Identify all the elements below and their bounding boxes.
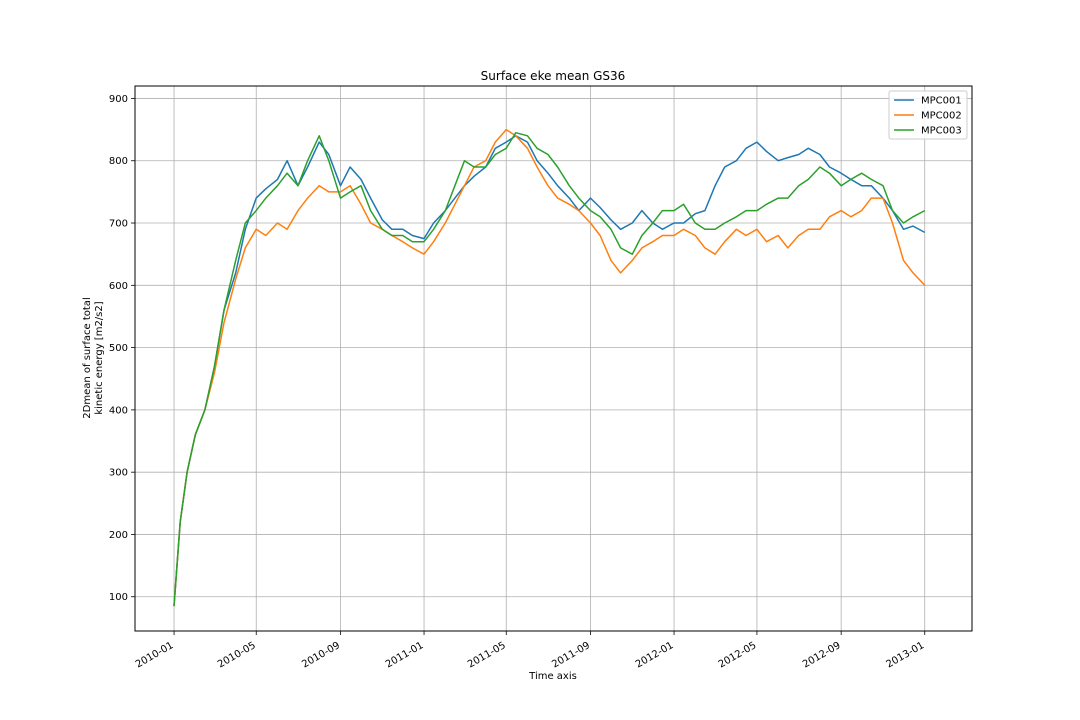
y-tick-label: 300 (109, 468, 128, 479)
x-tick-label: 2013-01 (885, 640, 927, 670)
plot-frame (134, 85, 973, 632)
legend-box (888, 90, 968, 140)
legend-label: MPC001 (921, 96, 962, 107)
x-axis-title: Time axis (528, 671, 577, 682)
y-tick-label: 600 (109, 281, 128, 292)
legend-label: MPC002 (921, 111, 962, 122)
legend-label: MPC003 (921, 126, 962, 137)
series-line-mpc001 (173, 135, 926, 607)
x-tick-label: 2010-05 (216, 640, 258, 670)
legend: MPC001 MPC002 MPC003 (888, 90, 968, 140)
y-tick-label: 200 (109, 530, 128, 541)
y-axis-title-line-1: 2Dmean of surface total (82, 297, 93, 418)
series-lines (173, 128, 926, 607)
chart-title: Surface eke mean GS36 (481, 69, 626, 83)
x-tick-label: 2012-09 (801, 640, 843, 670)
x-tick-label: 2010-01 (134, 640, 176, 670)
y-tick-label: 800 (109, 156, 128, 167)
x-tick-label: 2012-01 (634, 640, 676, 670)
y-tick-label: 400 (109, 405, 128, 416)
x-tick-label: 2011-05 (466, 640, 508, 670)
y-tick-label: 100 (109, 592, 128, 603)
plot-background (135, 86, 972, 631)
x-tick-label: 2010-09 (300, 640, 342, 670)
series-line-mpc002 (173, 128, 926, 607)
y-tick-label: 500 (109, 343, 128, 354)
x-tick-label: 2012-05 (717, 640, 759, 670)
grid-lines (135, 86, 972, 631)
x-tick-label: 2011-01 (384, 640, 426, 670)
y-tick-label: 900 (109, 94, 128, 105)
y-tick-label: 700 (109, 219, 128, 230)
series-line-mpc003 (173, 131, 926, 607)
x-tick-label: 2011-09 (550, 640, 592, 670)
y-axis-title-line-2: kinetic energy [m2/s2] (94, 301, 105, 414)
